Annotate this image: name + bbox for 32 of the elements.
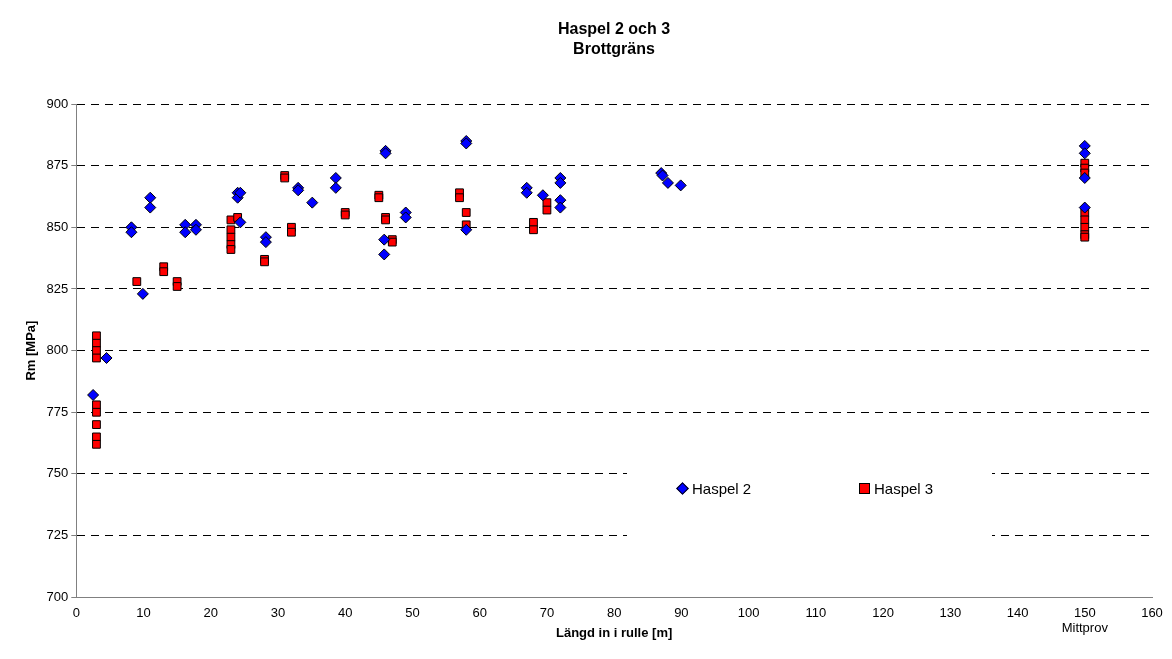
x-tick-label: 20: [203, 604, 218, 620]
chart-subtitle: Brottgräns: [573, 40, 655, 58]
x-tick-label: 160: [1141, 604, 1163, 620]
y-tick-label: 725: [46, 527, 69, 543]
x-axis-title: Längd in i rulle [m]: [556, 624, 673, 640]
x-tick-label: 60: [472, 604, 487, 620]
legend-label: Haspel 3: [874, 479, 934, 497]
y-tick-label: 850: [46, 218, 69, 234]
x-tick-label: 10: [136, 604, 151, 620]
legend-label: Haspel 2: [692, 479, 752, 497]
y-tick-label: 775: [46, 403, 69, 419]
y-tick-label: 825: [46, 280, 69, 296]
y-tick-label: 750: [46, 465, 69, 481]
y-tick-label: 875: [46, 157, 69, 173]
chart-title: Haspel 2 och 3: [557, 20, 671, 38]
y-axis-title: Rm [MPa]: [23, 320, 39, 381]
x-tick-label: 80: [606, 604, 622, 620]
y-tick-label: 800: [46, 342, 69, 358]
x-tick-label: 140: [1006, 604, 1029, 620]
x-tick-label: 0: [72, 604, 80, 620]
x-tick-label: 50: [405, 604, 420, 620]
x-tick-label: 110: [805, 604, 827, 620]
x-tick-label: 150 Mittprov: [1061, 604, 1109, 636]
y-tick-label: 900: [46, 95, 69, 111]
x-tick-label: 100: [737, 604, 760, 620]
x-tick-label: 40: [337, 604, 353, 620]
x-tick-label: 130: [939, 604, 962, 620]
x-tick-label: 90: [674, 604, 689, 620]
x-tick-label: 70: [539, 604, 555, 620]
y-tick-label: 700: [46, 588, 69, 604]
x-tick-label: 30: [270, 604, 286, 620]
x-tick-label: 120: [872, 604, 894, 620]
